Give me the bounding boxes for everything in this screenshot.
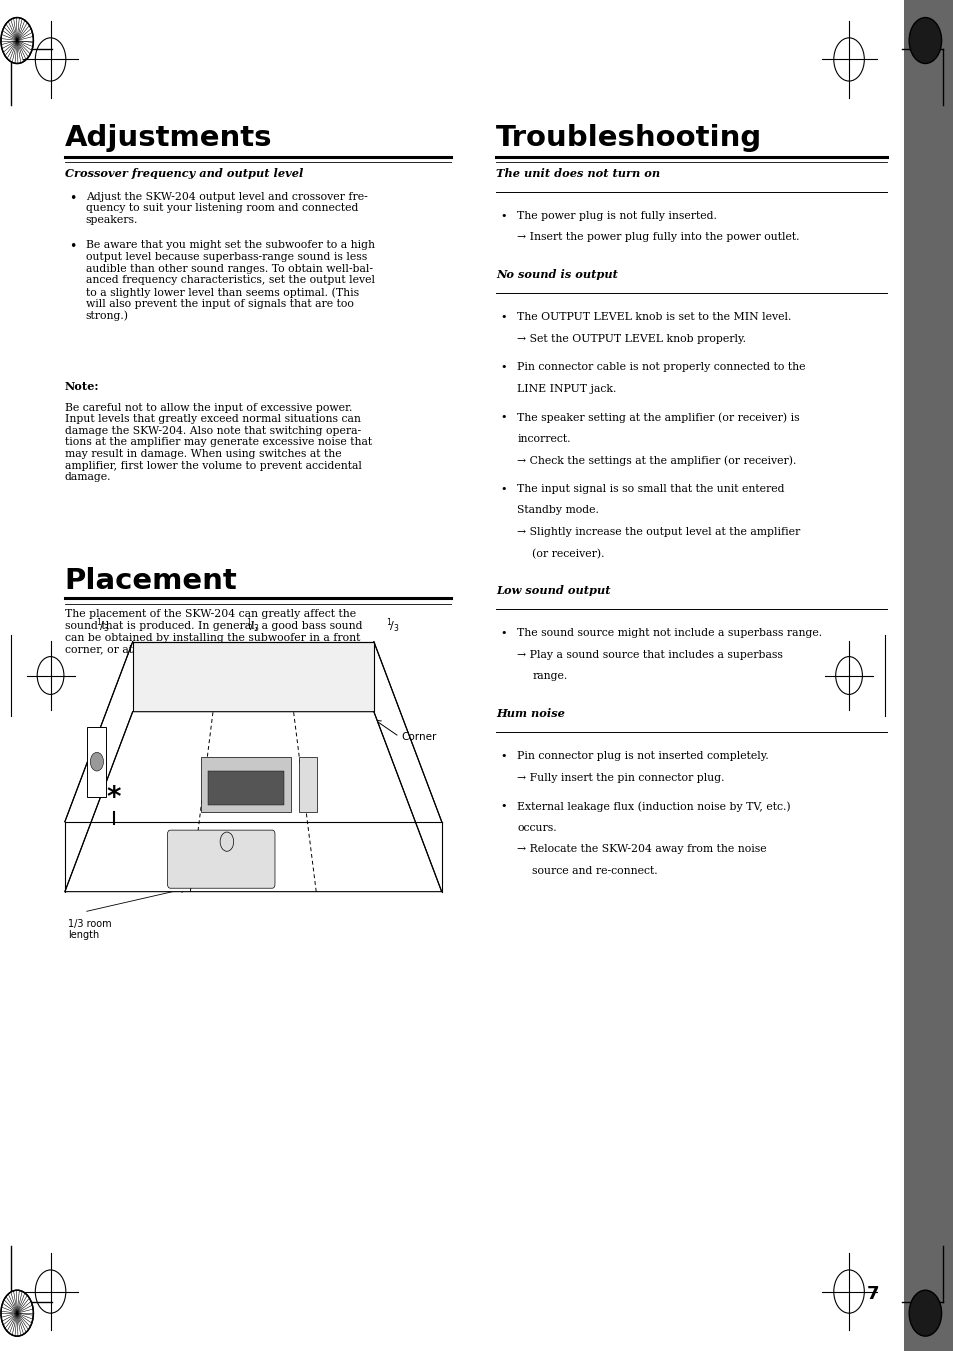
Text: Note:: Note: bbox=[65, 381, 99, 392]
Text: No sound is output: No sound is output bbox=[496, 269, 618, 280]
Text: (or receiver).: (or receiver). bbox=[532, 549, 604, 559]
Text: $\mathregular{^1\!/_3}$: $\mathregular{^1\!/_3}$ bbox=[385, 616, 399, 635]
Text: The unit does not turn on: The unit does not turn on bbox=[496, 168, 659, 178]
Text: The sound source might not include a superbass range.: The sound source might not include a sup… bbox=[517, 628, 821, 638]
Text: The speaker setting at the amplifier (or receiver) is: The speaker setting at the amplifier (or… bbox=[517, 412, 799, 423]
Text: Hum noise: Hum noise bbox=[496, 708, 564, 719]
Text: LINE INPUT jack.: LINE INPUT jack. bbox=[517, 384, 616, 393]
Text: Be aware that you might set the subwoofer to a high
output level because superba: Be aware that you might set the subwoofe… bbox=[86, 240, 375, 322]
Text: Corner: Corner bbox=[401, 732, 436, 742]
Text: Adjustments: Adjustments bbox=[65, 124, 273, 153]
Text: Standby mode.: Standby mode. bbox=[517, 505, 598, 515]
Text: *: * bbox=[107, 784, 121, 812]
Text: occurs.: occurs. bbox=[517, 823, 557, 832]
Text: Crossover frequency and output level: Crossover frequency and output level bbox=[65, 168, 303, 178]
Circle shape bbox=[91, 753, 103, 771]
Text: •: • bbox=[499, 412, 506, 422]
Text: → Fully insert the pin connector plug.: → Fully insert the pin connector plug. bbox=[517, 773, 724, 782]
Text: $\mathregular{^1\!/_3}$: $\mathregular{^1\!/_3}$ bbox=[95, 616, 110, 635]
Text: The power plug is not fully inserted.: The power plug is not fully inserted. bbox=[517, 211, 717, 220]
Text: Adjust the SKW-204 output level and crossover fre-
quency to suit your listening: Adjust the SKW-204 output level and cros… bbox=[86, 192, 367, 226]
Circle shape bbox=[1, 1290, 33, 1336]
Text: $\mathregular{^1\!/_3}$: $\mathregular{^1\!/_3}$ bbox=[246, 616, 260, 635]
Polygon shape bbox=[65, 712, 441, 892]
Text: •: • bbox=[69, 240, 76, 254]
Text: Placement: Placement bbox=[65, 567, 237, 596]
Text: incorrect.: incorrect. bbox=[517, 434, 570, 443]
Text: Pin connector plug is not inserted completely.: Pin connector plug is not inserted compl… bbox=[517, 751, 768, 761]
Circle shape bbox=[908, 18, 941, 63]
Text: •: • bbox=[499, 801, 506, 811]
Text: The placement of the SKW-204 can greatly affect the
sound that is produced. In g: The placement of the SKW-204 can greatly… bbox=[65, 609, 364, 654]
Text: → Check the settings at the amplifier (or receiver).: → Check the settings at the amplifier (o… bbox=[517, 455, 796, 466]
Circle shape bbox=[908, 1290, 941, 1336]
Text: → Play a sound source that includes a superbass: → Play a sound source that includes a su… bbox=[517, 650, 782, 659]
Bar bbox=[903, 0, 953, 1351]
Text: •: • bbox=[499, 484, 506, 493]
Text: 7: 7 bbox=[865, 1285, 879, 1304]
Text: •: • bbox=[499, 751, 506, 761]
Bar bbox=[200, 757, 291, 812]
Text: •: • bbox=[499, 211, 506, 220]
Text: The OUTPUT LEVEL knob is set to the MIN level.: The OUTPUT LEVEL knob is set to the MIN … bbox=[517, 312, 791, 322]
Text: •: • bbox=[499, 362, 506, 372]
Text: 1/3 room
length: 1/3 room length bbox=[68, 919, 112, 940]
Text: → Slightly increase the output level at the amplifier: → Slightly increase the output level at … bbox=[517, 527, 800, 536]
FancyBboxPatch shape bbox=[168, 830, 274, 888]
Bar bbox=[208, 771, 283, 805]
Text: External leakage flux (induction noise by TV, etc.): External leakage flux (induction noise b… bbox=[517, 801, 790, 812]
Text: Be careful not to allow the input of excessive power.
Input levels that greatly : Be careful not to allow the input of exc… bbox=[65, 403, 372, 482]
Text: The input signal is so small that the unit entered: The input signal is so small that the un… bbox=[517, 484, 783, 493]
Text: Pin connector cable is not properly connected to the: Pin connector cable is not properly conn… bbox=[517, 362, 804, 372]
Polygon shape bbox=[132, 642, 374, 712]
Text: → Insert the power plug fully into the power outlet.: → Insert the power plug fully into the p… bbox=[517, 232, 799, 242]
Text: source and re-connect.: source and re-connect. bbox=[532, 866, 658, 875]
Text: •: • bbox=[499, 312, 506, 322]
Text: → Set the OUTPUT LEVEL knob properly.: → Set the OUTPUT LEVEL knob properly. bbox=[517, 334, 745, 343]
Circle shape bbox=[1, 18, 33, 63]
Text: Low sound output: Low sound output bbox=[496, 585, 610, 596]
Bar bbox=[88, 727, 106, 797]
Circle shape bbox=[220, 832, 233, 851]
Bar bbox=[298, 757, 317, 812]
Text: → Relocate the SKW-204 away from the noise: → Relocate the SKW-204 away from the noi… bbox=[517, 844, 766, 854]
Text: range.: range. bbox=[532, 671, 567, 681]
Text: •: • bbox=[69, 192, 76, 205]
Text: •: • bbox=[499, 628, 506, 638]
Text: Troubleshooting: Troubleshooting bbox=[496, 124, 761, 153]
